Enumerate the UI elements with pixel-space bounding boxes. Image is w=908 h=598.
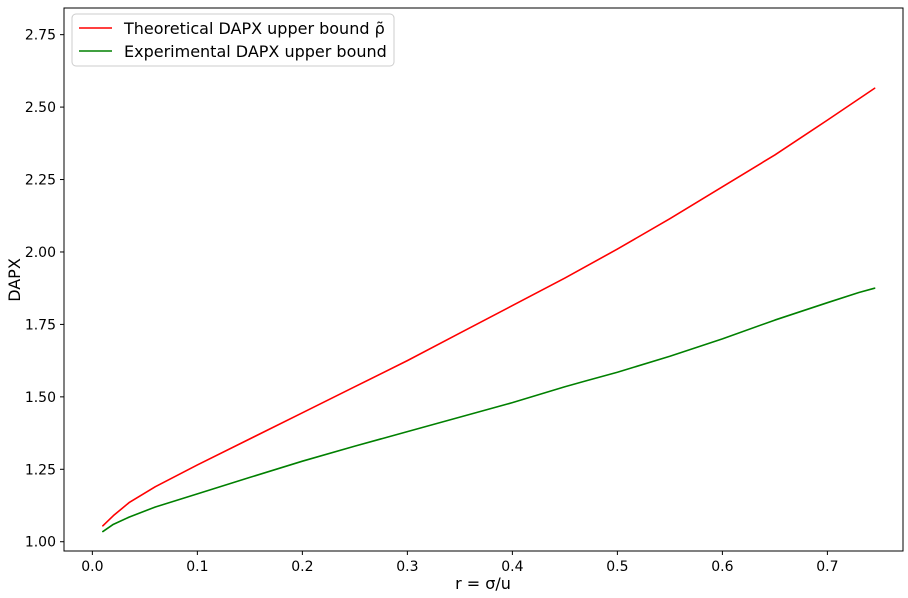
x-axis: 0.0 0.1 0.2 0.3 0.4 0.5 0.6 0.7: [81, 551, 839, 575]
y-tick-label: 1.50: [25, 390, 56, 406]
series-line-0: [102, 87, 876, 527]
plot-area: [102, 87, 876, 533]
x-tick-label: 0.2: [291, 559, 313, 575]
x-tick-label: 0.7: [816, 559, 838, 575]
y-tick-label: 2.50: [25, 100, 56, 116]
x-tick-label: 0.0: [81, 559, 103, 575]
legend-label-experimental: Experimental DAPX upper bound: [124, 42, 387, 61]
series-line-1: [102, 287, 876, 533]
y-tick-label: 1.75: [25, 317, 56, 333]
axes-frame: [63, 7, 904, 552]
x-tick-label: 0.4: [501, 559, 523, 575]
y-tick-label: 2.25: [25, 173, 56, 189]
y-axis-label: DAPX: [5, 258, 24, 302]
x-tick-label: 0.1: [186, 559, 208, 575]
x-axis-label: r = σ/u: [455, 574, 511, 593]
legend: Theoretical DAPX upper bound ρ̃ Experime…: [71, 13, 395, 67]
y-tick-label: 1.25: [25, 462, 56, 478]
x-tick-label: 0.3: [396, 559, 418, 575]
legend-frame: [71, 13, 395, 67]
x-tick-label: 0.6: [711, 559, 733, 575]
y-tick-label: 2.00: [25, 245, 56, 261]
y-axis: 1.00 1.25 1.50 1.75 2.00 2.25 2.50 2.75: [25, 28, 64, 551]
y-tick-label: 2.75: [25, 28, 56, 44]
x-tick-label: 0.5: [606, 559, 628, 575]
y-tick-label: 1.00: [25, 535, 56, 551]
legend-label-theoretical: Theoretical DAPX upper bound ρ̃: [123, 19, 385, 38]
